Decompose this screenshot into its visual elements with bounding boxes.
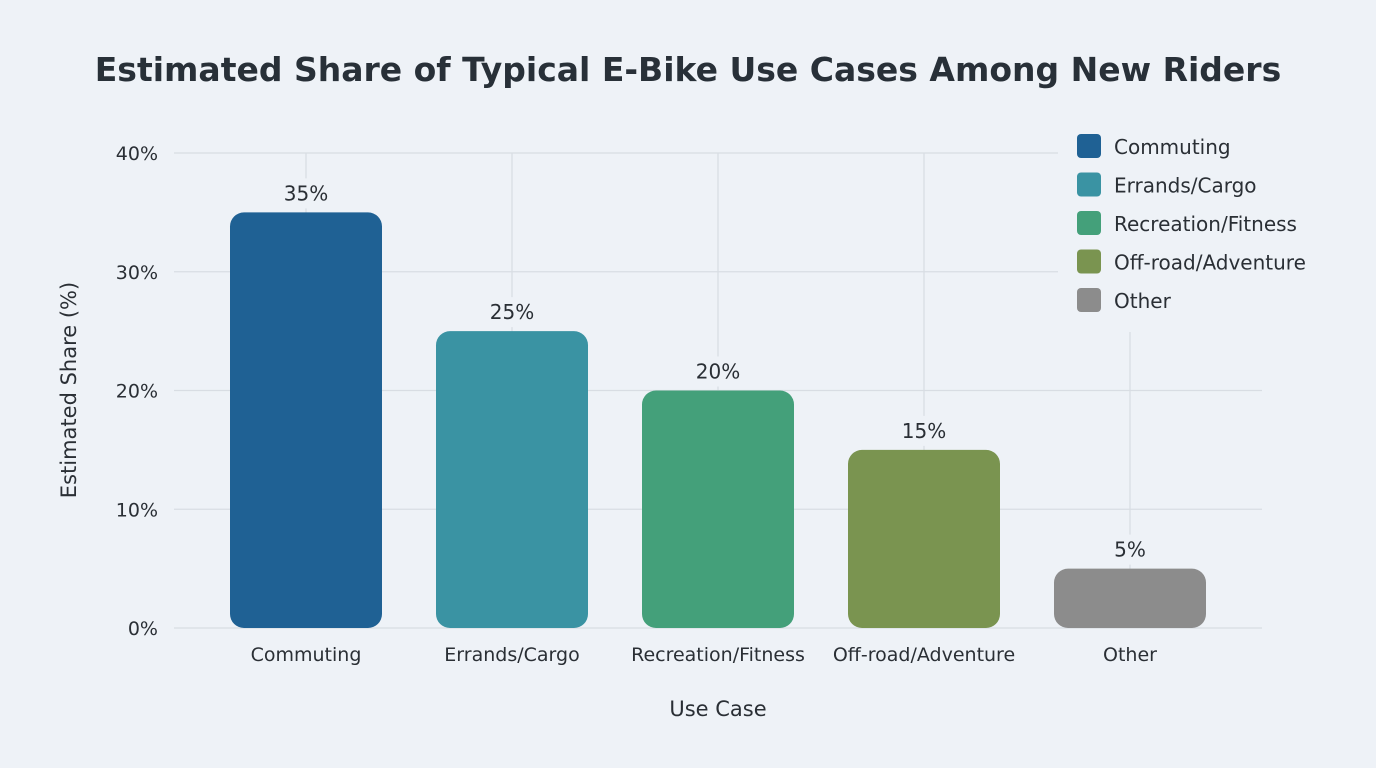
x-axis-label: Use Case xyxy=(669,697,766,721)
legend-entry: Other xyxy=(1114,289,1172,313)
legend: Commuting Errands/Cargo Recreation/Fitness… xyxy=(1058,128,1320,332)
bar-off-road-adventure xyxy=(848,449,1000,628)
data-label-background xyxy=(642,356,794,387)
legend-entry: Off-road/Adventure xyxy=(1114,251,1306,275)
y-tick-label: 30% xyxy=(116,262,158,284)
data-label: 35% xyxy=(284,181,328,205)
x-tick-label: Off-road/Adventure xyxy=(833,644,1015,666)
legend-entry: Errands/Cargo xyxy=(1114,174,1257,198)
y-tick-label: 10% xyxy=(116,499,158,521)
bar-commuting xyxy=(230,212,382,628)
bar-errands-cargo xyxy=(436,331,588,628)
bar-other xyxy=(1054,568,1206,628)
legend-swatch xyxy=(1077,134,1101,158)
data-label: 25% xyxy=(490,300,534,324)
bar-recreation-fitness xyxy=(642,390,794,628)
data-label-background xyxy=(436,297,588,328)
data-label-background xyxy=(1054,534,1206,565)
legend-entry: Commuting xyxy=(1114,135,1231,159)
data-label-background xyxy=(848,415,1000,446)
data-label: 5% xyxy=(1114,538,1146,562)
legend-swatch xyxy=(1077,249,1101,274)
data-label-background xyxy=(230,178,382,209)
chart-title: Estimated Share of Typical E-Bike Use Ca… xyxy=(95,50,1281,89)
legend-swatch xyxy=(1077,172,1101,197)
y-tick-label: 20% xyxy=(116,381,158,403)
x-tick-label: Other xyxy=(1103,644,1157,666)
y-tick-label: 0% xyxy=(128,618,158,640)
legend-entry: Recreation/Fitness xyxy=(1114,212,1297,236)
y-axis-label: Estimated Share (%) xyxy=(57,282,81,498)
legend-swatch xyxy=(1077,288,1101,312)
data-label: 20% xyxy=(696,360,740,384)
x-tick-label: Errands/Cargo xyxy=(444,644,579,666)
y-tick-label: 40% xyxy=(116,143,158,165)
legend-swatch xyxy=(1077,211,1101,235)
legend-background xyxy=(1058,128,1320,332)
bars: 35% 25% 20% 15% 5% xyxy=(230,178,1206,628)
x-tick-label: Recreation/Fitness xyxy=(631,644,805,666)
x-tick-label: Commuting xyxy=(251,644,362,666)
data-label: 15% xyxy=(902,419,946,443)
x-axis-ticks: Commuting Errands/Cargo Recreation/Fitness… xyxy=(251,644,1158,666)
y-axis-ticks: 0% 10% 20% 30% 40% xyxy=(116,143,158,640)
